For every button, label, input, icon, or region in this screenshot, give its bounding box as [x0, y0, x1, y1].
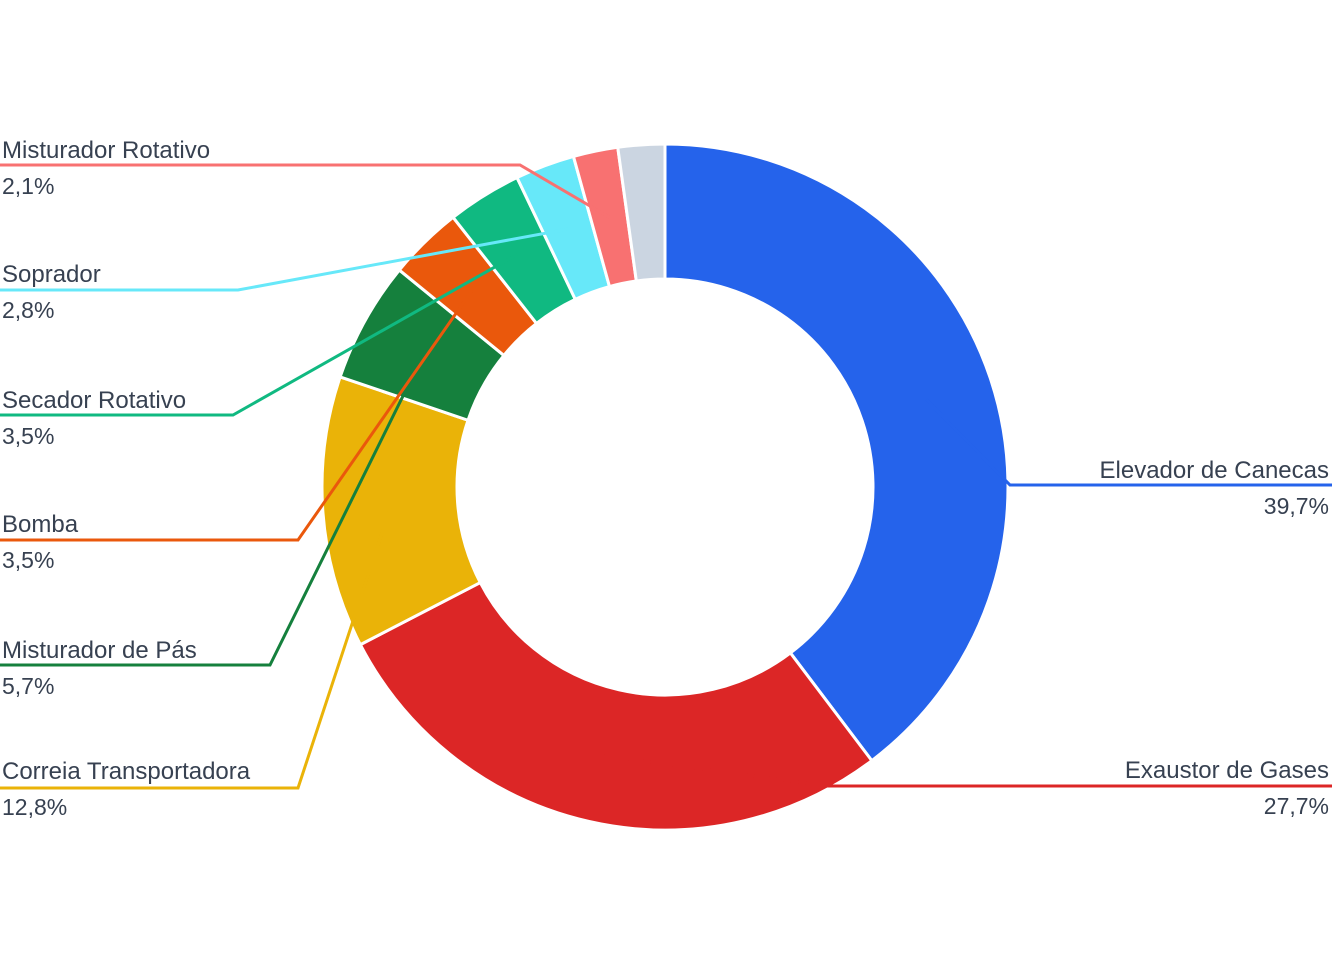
- leader-lines-group: [0, 163, 1332, 790]
- label-value-bomba: 3,5%: [2, 547, 54, 573]
- leader-line-secador-rotativo: [0, 251, 521, 417]
- slice-elevador-de-canecas: [663, 142, 1010, 763]
- label-name-misturador-de-pas: Misturador de Pás: [2, 637, 197, 664]
- label-name-correia-transportadora: Correia Transportadora: [2, 758, 251, 785]
- label-value-elevador-de-canecas: 39,7%: [1264, 493, 1329, 519]
- labels-group: Elevador de Canecas 39,7% Exaustor de Gase…: [2, 137, 1329, 820]
- label-value-correia-transportadora: 12,8%: [2, 794, 67, 820]
- leader-line-correia-transportadora: [0, 507, 392, 790]
- slice-exaustor-de-gases: [358, 581, 874, 832]
- label-value-exaustor-de-gases: 27,7%: [1264, 793, 1329, 819]
- leader-line-bomba: [0, 289, 474, 542]
- label-name-secador-rotativo: Secador Rotativo: [2, 387, 186, 414]
- leader-line-soprador: [0, 227, 569, 292]
- label-value-misturador-de-pas: 5,7%: [2, 673, 54, 699]
- slice-unlabeled: [616, 142, 667, 283]
- leader-line-misturador-de-pas: [0, 352, 426, 667]
- label-name-soprador: Soprador: [2, 261, 101, 288]
- leader-line-misturador-rotativo: [0, 163, 610, 219]
- label-name-exaustor-de-gases: Exaustor de Gases: [1125, 757, 1329, 784]
- slices-group: [320, 142, 1010, 832]
- label-value-soprador: 2,8%: [2, 297, 54, 323]
- leader-line-elevador-de-canecas: [925, 398, 1332, 487]
- label-value-secador-rotativo: 3,5%: [2, 423, 54, 449]
- label-name-misturador-rotativo: Misturador Rotativo: [2, 137, 210, 164]
- label-name-elevador-de-canecas: Elevador de Canecas: [1100, 457, 1329, 484]
- label-value-misturador-rotativo: 2,1%: [2, 173, 54, 199]
- leader-line-exaustor-de-gases: [603, 754, 1332, 788]
- label-name-bomba: Bomba: [2, 511, 79, 538]
